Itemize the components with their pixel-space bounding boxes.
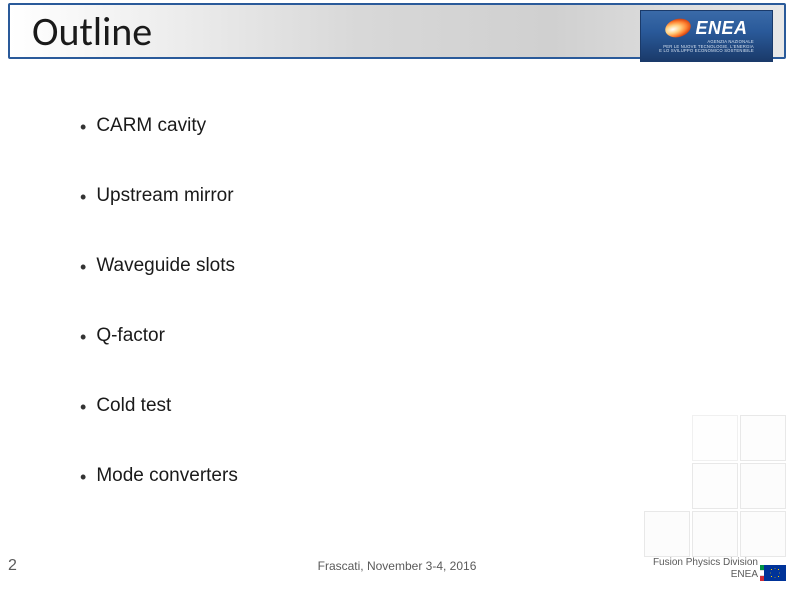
logo-tagline: AGENZIA NAZIONALE PER LE NUOVE TECNOLOGI…	[659, 40, 754, 54]
title-bar: Outline ENEA AGENZIA NAZIONALE PER LE NU…	[8, 3, 786, 59]
bullet-text: Cold test	[96, 395, 171, 417]
bullet-icon: •	[80, 258, 86, 276]
bullet-text: CARM cavity	[96, 115, 206, 137]
footer-org-line1: Fusion Physics Division	[653, 557, 758, 569]
list-item: • Waveguide slots	[80, 255, 714, 277]
bullet-text: Waveguide slots	[96, 255, 235, 277]
bullet-icon: •	[80, 468, 86, 486]
italy-flag-icon	[760, 565, 764, 581]
logo-name: ENEA	[695, 18, 747, 39]
bullet-list: • CARM cavity • Upstream mirror • Wavegu…	[80, 115, 714, 535]
bullet-icon: •	[80, 118, 86, 136]
eu-flag-icon	[764, 565, 786, 581]
footer-right: Fusion Physics Division ENEA	[653, 557, 758, 581]
bullet-icon: •	[80, 328, 86, 346]
list-item: • Q-factor	[80, 325, 714, 347]
logo-swoosh-icon	[665, 19, 691, 37]
footer-org-line2: ENEA	[653, 569, 758, 581]
logo-top-row: ENEA	[665, 18, 747, 39]
bullet-icon: •	[80, 188, 86, 206]
list-item: • Mode converters	[80, 465, 714, 487]
slide-title: Outline	[32, 7, 152, 56]
list-item: • Cold test	[80, 395, 714, 417]
slide: Outline ENEA AGENZIA NAZIONALE PER LE NU…	[0, 0, 794, 595]
bullet-icon: •	[80, 398, 86, 416]
logo-tagline-3: E LO SVILUPPO ECONOMICO SOSTENIBILE	[659, 49, 754, 54]
bullet-text: Mode converters	[96, 465, 238, 487]
decorative-squares	[636, 407, 786, 557]
list-item: • CARM cavity	[80, 115, 714, 137]
bullet-text: Q-factor	[96, 325, 165, 347]
bullet-text: Upstream mirror	[96, 185, 233, 207]
list-item: • Upstream mirror	[80, 185, 714, 207]
enea-logo: ENEA AGENZIA NAZIONALE PER LE NUOVE TECN…	[640, 10, 773, 62]
